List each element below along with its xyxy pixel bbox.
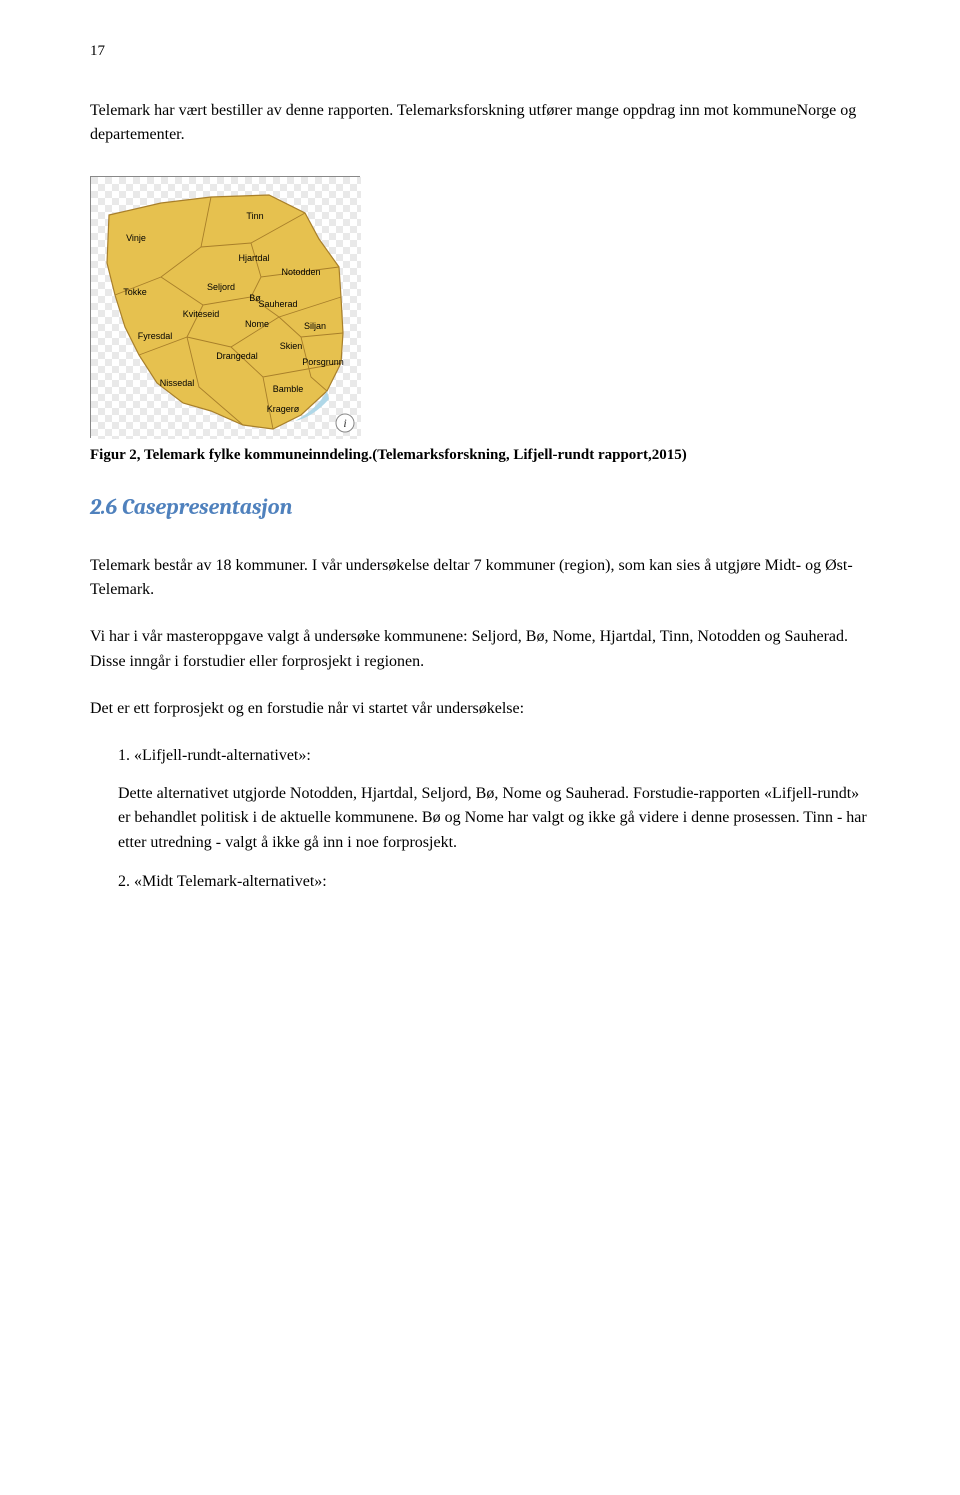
alternatives-list: 1. «Lifjell-rundt-alternativet»: Dette a… [90,744,870,894]
map-municipality-label: Hjartdal [238,253,269,263]
list-item-1-title: 1. «Lifjell-rundt-alternativet»: [118,744,870,768]
map-municipality-label: Vinje [126,233,146,243]
map-municipality-label: Sauherad [258,299,297,309]
map-municipality-label: Nome [245,319,269,329]
info-icon: i [336,414,354,432]
page-number: 17 [90,40,870,63]
map-municipality-label: Porsgrunn [302,357,344,367]
map-municipality-label: Kragerø [267,404,300,414]
map-municipality-label: Bamble [273,384,304,394]
map-municipality-label: Siljan [304,321,326,331]
telemark-map-figure: VinjeTinnHjartdalNotoddenTokkeSeljordBøS… [90,176,360,438]
forprosjekt-intro: Det er ett forprosjekt og en forstudie n… [90,697,870,722]
map-municipality-label: Fyresdal [138,331,173,341]
map-municipality-label: Kviteseid [183,309,220,319]
map-municipality-label: Nissedal [160,378,195,388]
list-item-1-body: Dette alternativet utgjorde Notodden, Hj… [118,782,870,856]
list-item-2-title: 2. «Midt Telemark-alternativet»: [118,870,870,894]
region-paragraph: Telemark består av 18 kommuner. I vår un… [90,554,870,604]
map-municipality-label: Drangedal [216,351,258,361]
map-municipality-label: Skien [280,341,303,351]
figure-caption: Figur 2, Telemark fylke kommuneinndeling… [90,444,870,467]
svg-text:i: i [343,416,346,430]
map-municipality-label: Notodden [281,267,320,277]
intro-paragraph: Telemark har vært bestiller av denne rap… [90,99,870,149]
master-paragraph: Vi har i vår masteroppgave valgt å under… [90,625,870,675]
map-municipality-label: Seljord [207,282,235,292]
map-svg: VinjeTinnHjartdalNotoddenTokkeSeljordBøS… [91,177,361,439]
section-heading-casepresentasjon: 2.6 Casepresentasjon [90,491,870,524]
map-municipality-label: Tokke [123,287,147,297]
map-municipality-label: Tinn [246,211,263,221]
